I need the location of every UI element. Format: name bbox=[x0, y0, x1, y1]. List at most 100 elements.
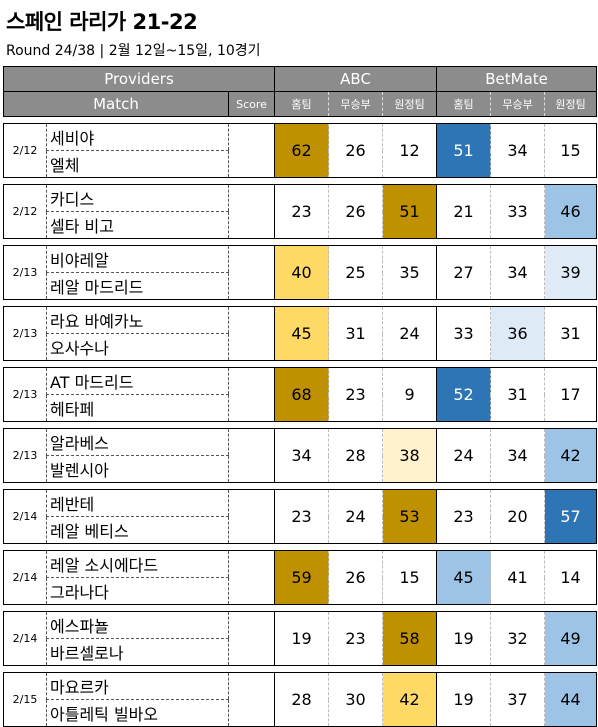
match-row: 2/14 레알 소시에다드 59 26 15 45 41 14 bbox=[3, 550, 598, 605]
row-spacer bbox=[4, 300, 597, 307]
abc-away-pct: 15 bbox=[382, 550, 438, 605]
betmate-draw-pct: 33 bbox=[490, 184, 546, 239]
score-header: Score bbox=[227, 91, 276, 117]
away-team: 오사수나 bbox=[46, 333, 229, 361]
match-row: 2/12 카디스 23 26 51 21 33 46 bbox=[3, 184, 598, 239]
betmate-header: BetMate bbox=[436, 66, 598, 92]
page-title: 스페인 라리가 21-22 bbox=[6, 10, 198, 34]
betmate-draw-pct: 34 bbox=[490, 245, 546, 300]
abc-draw-pct: 23 bbox=[328, 611, 384, 666]
betmate-home-pct: 45 bbox=[436, 550, 492, 605]
away-team: 발렌시아 bbox=[46, 455, 229, 483]
row-spacer-cell bbox=[4, 178, 597, 185]
page-subtitle: Round 24/38 | 2월 12일~15일, 10경기 bbox=[6, 43, 261, 59]
match-row-away: 오사수나 bbox=[4, 333, 597, 361]
match-row: 2/15 마요르카 28 30 42 19 37 44 bbox=[3, 672, 598, 727]
abc-draw-pct: 28 bbox=[328, 428, 384, 483]
row-spacer bbox=[4, 544, 597, 551]
score-cell bbox=[227, 489, 276, 544]
away-team: 레알 마드리드 bbox=[46, 272, 229, 300]
match-header: Match bbox=[3, 91, 229, 117]
betmate-draw-header: 무승부 bbox=[490, 91, 546, 117]
abc-draw-pct: 26 bbox=[328, 123, 384, 178]
betmate-home-pct: 23 bbox=[436, 489, 492, 544]
match-row: 2/14 에스파뇰 19 23 58 19 32 49 bbox=[3, 611, 598, 666]
row-spacer bbox=[4, 422, 597, 429]
abc-home-pct: 68 bbox=[274, 367, 330, 422]
home-team: 알라베스 bbox=[46, 428, 229, 456]
betmate-home-pct: 27 bbox=[436, 245, 492, 300]
match-row: 2/14 레반테 23 24 53 23 20 57 bbox=[3, 489, 598, 544]
home-team: 에스파뇰 bbox=[46, 611, 229, 639]
abc-away-pct: 51 bbox=[382, 184, 438, 239]
betmate-home-pct: 19 bbox=[436, 672, 492, 727]
row-spacer-cell bbox=[4, 605, 597, 612]
score-cell bbox=[227, 672, 276, 727]
betmate-away-pct: 31 bbox=[544, 306, 598, 361]
providers-header: Providers bbox=[2, 66, 276, 92]
home-team: AT 마드리드 bbox=[46, 367, 229, 395]
abc-home-pct: 62 bbox=[274, 123, 330, 178]
match-date: 2/14 bbox=[3, 611, 47, 666]
abc-draw-pct: 23 bbox=[328, 367, 384, 422]
betmate-home-pct: 52 bbox=[436, 367, 492, 422]
abc-home-pct: 28 bbox=[274, 672, 330, 727]
betmate-draw-pct: 32 bbox=[490, 611, 546, 666]
abc-home-pct: 45 bbox=[274, 306, 330, 361]
row-spacer-cell bbox=[4, 666, 597, 673]
betmate-away-header: 원정팀 bbox=[544, 91, 598, 117]
match-date: 2/15 bbox=[3, 672, 47, 727]
betmate-home-pct: 19 bbox=[436, 611, 492, 666]
match-row-away: 엘체 bbox=[4, 150, 597, 178]
match-date: 2/13 bbox=[3, 306, 47, 361]
away-team: 그라나다 bbox=[46, 577, 229, 605]
match-date: 2/14 bbox=[3, 489, 47, 544]
away-team: 아틀레틱 빌바오 bbox=[46, 699, 229, 727]
row-spacer-cell bbox=[4, 544, 597, 551]
match-date: 2/13 bbox=[3, 367, 47, 422]
match-date: 2/13 bbox=[3, 428, 47, 483]
away-team: 셀타 비고 bbox=[46, 211, 229, 239]
betmate-draw-pct: 31 bbox=[490, 367, 546, 422]
match-row: 2/12 세비야 62 26 12 51 34 15 bbox=[3, 123, 598, 178]
home-team: 비야레알 bbox=[46, 245, 229, 273]
betmate-home-pct: 33 bbox=[436, 306, 492, 361]
match-row-away: 셀타 비고 bbox=[4, 211, 597, 239]
abc-home-pct: 34 bbox=[274, 428, 330, 483]
abc-away-pct: 42 bbox=[382, 672, 438, 727]
match-row: 2/13 라요 바예카노 45 31 24 33 36 31 bbox=[3, 306, 598, 361]
match-list: 2/12 세비야 62 26 12 51 34 15 엘체 2/12 카디스 23 26 51 21 33 46… bbox=[3, 117, 598, 727]
abc-header: ABC bbox=[274, 66, 438, 92]
match-row: 2/13 알라베스 34 28 38 24 34 42 bbox=[3, 428, 598, 483]
abc-away-pct: 35 bbox=[382, 245, 438, 300]
match-row: 2/13 AT 마드리드 68 23 9 52 31 17 bbox=[3, 367, 598, 422]
match-date: 2/13 bbox=[3, 245, 47, 300]
match-row-away: 발렌시아 bbox=[4, 455, 597, 483]
abc-draw-pct: 26 bbox=[328, 184, 384, 239]
abc-away-pct: 12 bbox=[382, 123, 438, 178]
home-team: 라요 바예카노 bbox=[46, 306, 229, 334]
score-cell bbox=[227, 428, 276, 483]
away-team: 헤타페 bbox=[46, 394, 229, 422]
abc-home-pct: 40 bbox=[274, 245, 330, 300]
score-cell bbox=[227, 123, 276, 178]
match-date: 2/14 bbox=[3, 550, 47, 605]
abc-draw-pct: 26 bbox=[328, 550, 384, 605]
home-team: 카디스 bbox=[46, 184, 229, 212]
betmate-away-pct: 49 bbox=[544, 611, 598, 666]
row-spacer bbox=[4, 117, 597, 124]
home-team: 세비야 bbox=[46, 123, 229, 151]
score-cell bbox=[227, 550, 276, 605]
betmate-draw-pct: 36 bbox=[490, 306, 546, 361]
abc-away-pct: 9 bbox=[382, 367, 438, 422]
match-date: 2/12 bbox=[3, 123, 47, 178]
match-row-away: 레알 베티스 bbox=[4, 516, 597, 544]
abc-draw-header: 무승부 bbox=[328, 91, 384, 117]
score-cell bbox=[227, 245, 276, 300]
betmate-away-pct: 46 bbox=[544, 184, 598, 239]
betmate-draw-pct: 20 bbox=[490, 489, 546, 544]
abc-home-pct: 23 bbox=[274, 184, 330, 239]
abc-home-pct: 19 bbox=[274, 611, 330, 666]
betmate-away-pct: 57 bbox=[544, 489, 598, 544]
away-team: 바르셀로나 bbox=[46, 638, 229, 666]
